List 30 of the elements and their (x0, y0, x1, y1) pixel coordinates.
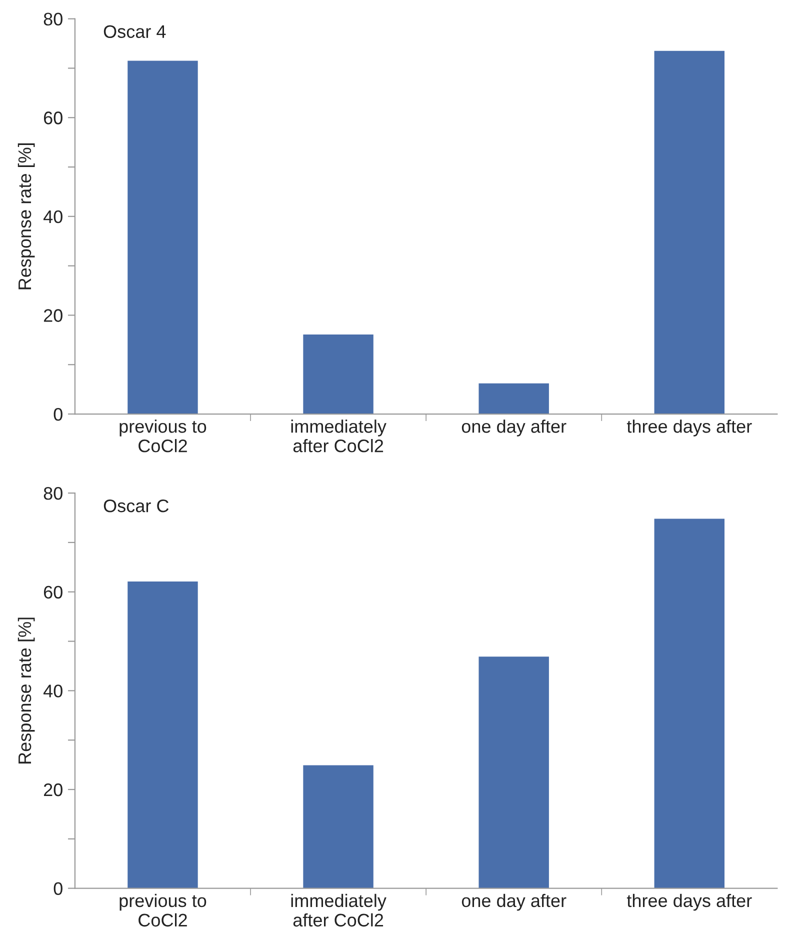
y-tick-label: 0 (54, 882, 62, 896)
y-tick-label: 40 (43, 210, 62, 224)
y-axis-title: Response rate [%] (18, 143, 35, 290)
y-tick-label: 40 (43, 684, 62, 698)
bar (128, 60, 198, 414)
bar (303, 765, 374, 888)
bar (303, 334, 374, 414)
y-axis-title: Response rate [%] (18, 618, 35, 764)
x-tick-label: immediately after CoCl2 (291, 420, 386, 452)
y-tick-label: 0 (54, 408, 62, 421)
y-tick-label: 80 (44, 12, 62, 26)
y-tick-label: 60 (44, 112, 62, 124)
bar (128, 582, 198, 888)
y-tick-label: 20 (44, 309, 62, 322)
chart-title: Oscar 4 (104, 25, 166, 38)
bar (478, 383, 549, 414)
x-tick-label: immediately after CoCl2 (291, 894, 386, 927)
chart-title: Oscar C (104, 499, 169, 512)
y-tick-label: 20 (44, 783, 62, 796)
x-tick-label: previous to CoCl2 (120, 894, 206, 927)
x-tick-label: three days after (626, 894, 752, 911)
bar (478, 656, 549, 888)
y-tick-label: 80 (44, 487, 62, 500)
x-tick-label: three days after (626, 420, 752, 436)
bar (654, 50, 724, 414)
x-tick-label: previous to CoCl2 (120, 420, 206, 452)
y-tick-label: 60 (44, 586, 62, 599)
x-tick-label: one day after (462, 420, 566, 436)
bar (654, 518, 724, 888)
x-tick-label: one day after (462, 894, 566, 911)
